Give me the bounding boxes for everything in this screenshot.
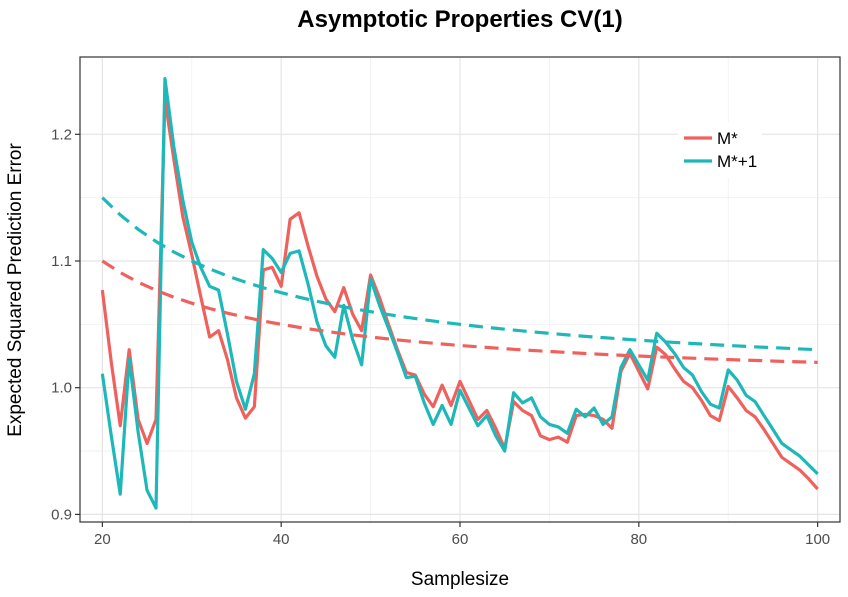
y-tick-label: 1.1 (51, 253, 72, 270)
x-tick-label: 40 (273, 531, 290, 548)
series-line-0 (100, 97, 819, 491)
y-tick-label: 0.9 (51, 506, 72, 523)
x-axis-label: Samplesize (410, 569, 510, 590)
dashed-series-line-3 (101, 196, 818, 352)
x-tick-label: 60 (452, 531, 469, 548)
legend-label: M*+1 (717, 152, 757, 171)
legend-label: M* (717, 129, 738, 148)
series-line-1 (100, 76, 819, 510)
x-tick-label: 80 (630, 531, 647, 548)
y-axis-label: Expected Squared Prediction Error (5, 143, 26, 437)
legend-box (678, 122, 762, 178)
y-tick-label: 1.2 (51, 126, 72, 143)
y-tick-label: 1.0 (51, 380, 72, 397)
x-tick-label: 20 (94, 531, 111, 548)
x-tick-label: 100 (805, 531, 830, 548)
chart-title: Asymptotic Properties CV(1) (297, 6, 623, 33)
